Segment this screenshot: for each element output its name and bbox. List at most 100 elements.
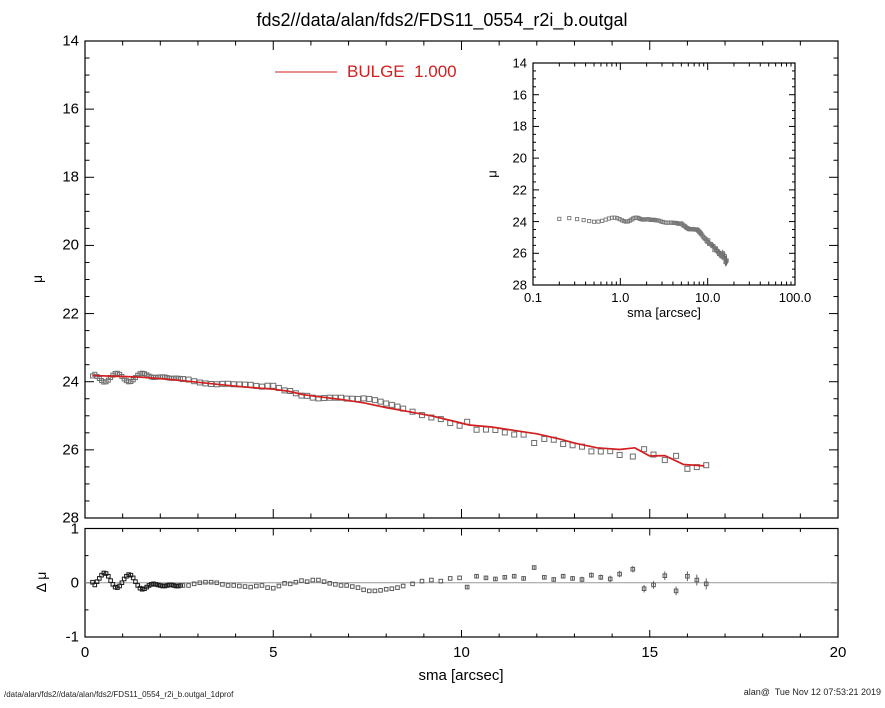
data-point-marker [366,395,373,402]
data-point-marker [557,216,562,221]
data-point-marker [596,219,601,224]
inset-y-tick-label: 18 [512,118,527,134]
data-point-marker [344,583,349,588]
residual-y-axis-label: Δ μ [33,571,49,593]
main-x-tick-label: 5 [269,644,278,661]
data-point-marker [410,581,415,587]
main-x-tick-label: 10 [453,644,470,661]
data-point-marker [641,446,648,453]
data-point-marker [133,579,138,584]
data-point-marker [438,578,444,584]
data-point-marker [597,448,604,455]
data-point-marker [521,576,526,581]
data-point-marker [588,448,595,455]
inset-y-tick-label: 22 [512,182,527,198]
data-point-marker [355,585,361,590]
data-point-marker [541,435,548,442]
data-point-marker [388,401,395,408]
data-point-marker [282,580,287,586]
data-point-marker [501,429,508,436]
data-point-marker [706,238,711,243]
data-point-marker [270,585,276,591]
data-point-marker [551,577,557,582]
data-point-marker [617,571,622,577]
inset-y-tick-label: 26 [512,245,527,261]
inset-y-tick-label: 20 [512,150,527,166]
data-point-marker [447,576,453,581]
inset-y-tick-label: 14 [512,55,527,71]
data-point-marker [366,588,372,594]
data-point-marker [493,576,498,582]
data-point-marker [483,575,489,581]
data-point-marker [237,583,242,589]
main-y-tick-label: 26 [62,441,79,459]
residual-y-tick-label: 1 [70,520,79,537]
main-x-tick-label: 20 [829,644,847,661]
data-point-marker [473,426,480,433]
data-point-marker [191,581,197,587]
data-point-marker [242,584,248,589]
data-point-marker [338,583,344,588]
data-point-marker [609,215,614,220]
data-point-marker [598,575,604,580]
data-point-marker [119,580,125,586]
data-point-marker [673,452,680,459]
residual-y-tick-label: -1 [65,628,79,646]
data-point-marker [419,578,425,584]
data-point-marker [629,453,636,460]
residual-y-tick-label: 0 [70,574,79,592]
data-point-marker [703,462,710,469]
data-point-marker [575,217,580,222]
data-point-marker [502,575,508,580]
inset-x-tick-label: 0.1 [523,290,543,305]
data-point-marker [511,573,517,579]
main-x-tick-label: 0 [80,644,90,661]
data-point-marker [603,217,608,222]
data-point-marker [673,588,679,594]
data-point-marker [203,579,208,585]
data-point-marker [560,573,566,579]
data-point-marker [383,586,389,592]
data-point-marker [511,431,518,438]
data-point-marker [276,583,282,589]
data-point-marker [299,578,304,583]
data-point-marker [724,259,729,264]
data-point-marker [400,583,406,589]
data-point-marker [587,219,592,224]
data-point-marker [684,465,691,472]
data-point-marker [270,382,277,389]
data-point-marker [457,575,462,581]
data-point-marker [607,576,613,582]
data-point-marker [361,587,366,593]
data-point-marker [542,575,547,580]
inset-x-tick-label: 10.0 [695,290,721,305]
plot-box [532,62,796,286]
data-point-marker [186,583,191,588]
main-y-axis-label: μ [29,274,45,284]
data-point-marker [208,579,214,585]
legend-label: BULGE 1.000 [347,62,457,81]
data-point-marker [327,580,333,586]
data-point-marker [474,573,479,579]
data-point-marker [231,583,237,588]
data-point-marker [616,451,623,458]
data-point-marker [694,577,700,583]
main-y-tick-label: 20 [62,236,79,254]
data-point-marker [630,566,636,572]
inset-y-tick-label: 28 [512,277,527,293]
data-point-marker [372,588,378,594]
data-point-marker [654,218,659,223]
data-point-marker [531,565,537,570]
data-point-marker [180,583,186,588]
data-point-marker [650,451,657,458]
data-point-marker [377,398,384,405]
data-point-marker [531,439,538,446]
main-x-tick-label: 15 [641,644,659,661]
data-point-marker [720,250,725,256]
data-point-marker [108,578,113,583]
main-y-tick-label: 16 [62,100,79,118]
data-point-marker [615,216,620,221]
main-y-tick-label: 22 [62,305,79,323]
data-point-marker [617,217,622,222]
